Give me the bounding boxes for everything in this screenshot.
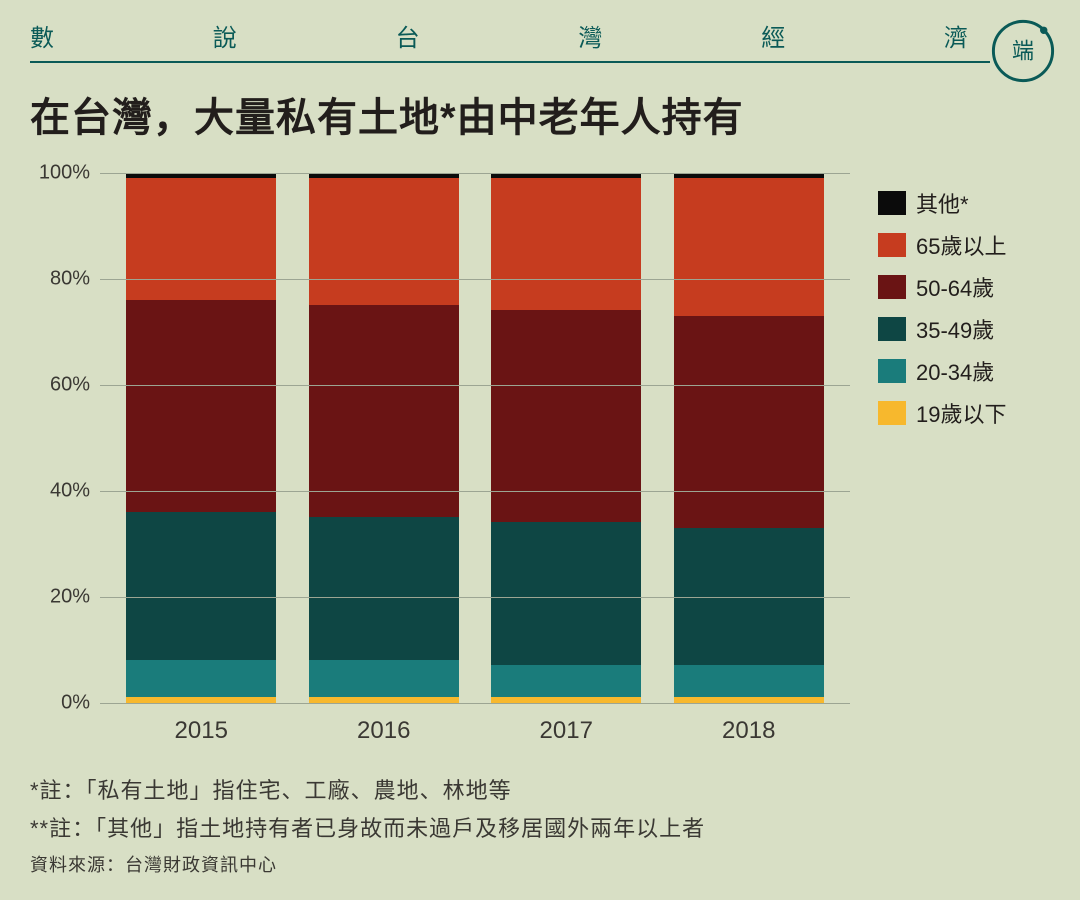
bar-segment-a5064 [309, 305, 459, 517]
bar-segment-a2034 [491, 665, 641, 697]
grid-line [100, 703, 850, 704]
bar-segment-a2034 [126, 660, 276, 697]
plot-region: 2015201620172018 [100, 173, 850, 703]
bars-group: 2015201620172018 [100, 173, 850, 703]
data-source: 資料來源：台灣財政資訊中心 [30, 851, 1050, 877]
bar-segment-a3549 [309, 517, 459, 660]
chart-container: 2015201620172018 0%20%40%60%80%100% 其他*6… [0, 153, 1080, 753]
x-axis-label: 2017 [540, 717, 593, 745]
header-letter: 灣 [578, 18, 604, 53]
logo-char: 端 [1012, 38, 1034, 63]
bar-segment-a5064 [674, 316, 824, 528]
y-axis-label: 100% [30, 161, 90, 184]
y-axis-label: 80% [30, 267, 90, 290]
legend-swatch-icon [878, 401, 906, 425]
grid-line [100, 385, 850, 386]
legend-swatch-icon [878, 233, 906, 257]
bar-segment-a65 [491, 178, 641, 311]
header-letter: 說 [213, 18, 239, 53]
legend-label: 50-64歲 [916, 271, 994, 303]
bar-segment-a65 [309, 178, 459, 305]
grid-line [100, 279, 850, 280]
header-letter: 台 [396, 18, 422, 53]
bar-2018: 2018 [674, 173, 824, 703]
legend-item-a3549: 35-49歲 [878, 313, 1050, 345]
grid-line [100, 173, 850, 174]
legend-swatch-icon [878, 359, 906, 383]
bar-segment-a65 [126, 178, 276, 300]
header-underline [30, 61, 990, 63]
grid-line [100, 597, 850, 598]
legend-label: 19歲以下 [916, 397, 1006, 429]
header-letter: 經 [761, 18, 787, 53]
legend-item-a2034: 20-34歲 [878, 355, 1050, 387]
grid-line [100, 491, 850, 492]
legend-swatch-icon [878, 275, 906, 299]
header-letters: 數說台灣經濟 [30, 18, 1050, 53]
legend-label: 其他* [916, 187, 969, 219]
legend-swatch-icon [878, 317, 906, 341]
bar-segment-a2034 [674, 665, 824, 697]
brand-logo-icon: 端 [986, 14, 1060, 88]
bar-2016: 2016 [309, 173, 459, 703]
legend-label: 35-49歲 [916, 313, 994, 345]
x-axis-label: 2016 [357, 717, 410, 745]
bar-segment-a65 [674, 178, 824, 316]
legend-item-other: 其他* [878, 187, 1050, 219]
chart-title: 在台灣，大量私有土地*由中老年人持有 [0, 63, 1080, 153]
legend-swatch-icon [878, 191, 906, 215]
footnote-2: **註：「其他」指土地持有者已身故而未過戶及移居國外兩年以上者 [30, 811, 1050, 843]
y-axis-label: 20% [30, 585, 90, 608]
legend-label: 20-34歲 [916, 355, 994, 387]
legend-label: 65歲以上 [916, 229, 1006, 261]
bar-segment-a3549 [126, 512, 276, 660]
legend-item-a5064: 50-64歲 [878, 271, 1050, 303]
y-axis-label: 0% [30, 691, 90, 714]
chart-plot-area: 2015201620172018 0%20%40%60%80%100% [30, 163, 850, 753]
x-axis-label: 2015 [175, 717, 228, 745]
chart-legend: 其他* 65歲以上 50-64歲 35-49歲 20-34歲 19歲以下 [850, 163, 1050, 753]
y-axis-label: 60% [30, 373, 90, 396]
bar-2017: 2017 [491, 173, 641, 703]
header-letter: 數 [30, 18, 56, 53]
footnotes: *註：「私有土地」指住宅、工廠、農地、林地等 **註：「其他」指土地持有者已身故… [0, 753, 1080, 877]
x-axis-label: 2018 [722, 717, 775, 745]
header-bar: 數說台灣經濟 端 [0, 0, 1080, 63]
bar-segment-a5064 [126, 300, 276, 512]
header-letter: 濟 [944, 18, 970, 53]
y-axis-label: 40% [30, 479, 90, 502]
legend-item-u19: 19歲以下 [878, 397, 1050, 429]
bar-segment-a3549 [491, 522, 641, 665]
footnote-1: *註：「私有土地」指住宅、工廠、農地、林地等 [30, 773, 1050, 805]
bar-2015: 2015 [126, 173, 276, 703]
legend-item-a65: 65歲以上 [878, 229, 1050, 261]
bar-segment-a2034 [309, 660, 459, 697]
